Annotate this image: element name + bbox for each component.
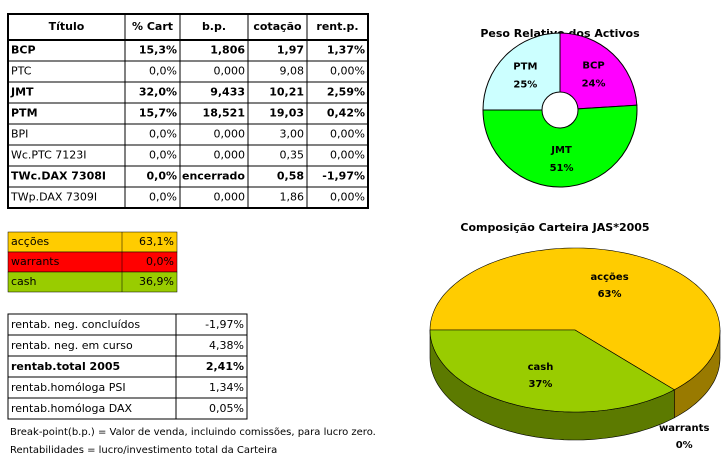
slice-label: BCP: [582, 60, 604, 71]
returns-cell: 0,05%: [209, 402, 244, 415]
table-cell: PTC: [11, 65, 32, 78]
returns-cell: -1,97%: [205, 318, 244, 331]
allocation-row: [7, 271, 178, 293]
table-frame: [7, 13, 369, 209]
header-cell: cotação: [253, 20, 302, 33]
table-cell: 0,000: [214, 191, 246, 204]
allocation-cell: cash: [11, 275, 37, 288]
slice-label: JMT: [550, 145, 572, 156]
table-cell: Wc.PTC 7123I: [11, 149, 87, 162]
table-cell: BCP: [11, 44, 36, 57]
slice-value: 25%: [513, 79, 537, 90]
returns-cell: rentab.homóloga DAX: [11, 402, 133, 415]
returns-cell: 2,41%: [206, 360, 244, 373]
allocation-cell: warrants: [11, 255, 60, 268]
table-cell: 0,00%: [330, 149, 365, 162]
returns-frame: [7, 313, 248, 420]
donut-slice: [482, 104, 638, 188]
header-cell: Título: [49, 20, 85, 33]
slice-value: 24%: [582, 78, 606, 89]
table-cell: 0,00%: [330, 191, 365, 204]
returns-cell: rentab. neg. em curso: [11, 339, 133, 352]
table-cell: 32,0%: [139, 86, 177, 99]
slice-label: cash: [528, 362, 554, 373]
table-cell: 0,0%: [149, 65, 177, 78]
returns-cell: 4,38%: [209, 339, 244, 352]
table-cell: -1,97%: [322, 170, 365, 183]
slice-value: 51%: [550, 163, 574, 174]
chart-title: Composição Carteira JAS*2005: [460, 221, 649, 234]
table-cell: 0,0%: [149, 128, 177, 141]
table-cell: 0,0%: [149, 149, 177, 162]
header-cell: b.p.: [202, 20, 226, 33]
returns-cell: rentab.total 2005: [11, 360, 120, 373]
table-cell: JMT: [10, 86, 34, 99]
table-cell: 0,0%: [146, 170, 177, 183]
table-cell: 15,7%: [139, 107, 177, 120]
slice-value: 0%: [676, 440, 693, 451]
table-cell: 2,59%: [327, 86, 365, 99]
table-cell: 0,000: [214, 128, 246, 141]
pie-slice: [429, 329, 675, 413]
table-cell: 1,806: [210, 44, 245, 57]
allocation-cell: 36,9%: [139, 275, 174, 288]
slice-value: 63%: [598, 289, 622, 300]
table-cell: 0,42%: [327, 107, 365, 120]
table-cell: 0,000: [214, 65, 246, 78]
table-cell: 0,0%: [149, 191, 177, 204]
table-cell: TWp.DAX 7309I: [10, 191, 97, 204]
table-cell: 18,521: [203, 107, 245, 120]
table-cell: BPI: [11, 128, 28, 141]
returns-cell: rentab. neg. concluídos: [11, 318, 140, 331]
table-cell: 10,21: [269, 86, 304, 99]
table-cell: 1,37%: [327, 44, 365, 57]
table-cell: encerrado: [182, 170, 245, 183]
allocation-cell: 63,1%: [139, 235, 174, 248]
table-cell: TWc.DAX 7308I: [11, 170, 106, 183]
table-cell: 1,97: [277, 44, 304, 57]
slice-label: warrants: [659, 423, 709, 434]
returns-cell: 1,34%: [209, 381, 244, 394]
returns-cell: rentab.homóloga PSI: [11, 381, 126, 394]
table-cell: 1,86: [280, 191, 305, 204]
table-cell: 0,000: [214, 149, 246, 162]
table-cell: 9,433: [210, 86, 245, 99]
table-cell: 15,3%: [139, 44, 177, 57]
allocation-cell: acções: [11, 235, 49, 248]
donut-slice: [559, 32, 638, 110]
allocation-cell: 0,0%: [146, 255, 174, 268]
header-cell: % Cart: [132, 20, 173, 33]
slice-label: acções: [590, 272, 628, 283]
slice-value: 37%: [528, 379, 552, 390]
slice-label: PTM: [513, 61, 537, 72]
note: Rentabilidades = lucro/investimento tota…: [10, 445, 277, 456]
note: Break-point(b.p.) = Valor de venda, incl…: [10, 427, 376, 438]
table-cell: 0,00%: [330, 128, 365, 141]
table-cell: 0,35: [280, 149, 305, 162]
donut-slice: [482, 32, 561, 111]
table-cell: 3,00: [280, 128, 305, 141]
table-cell: 0,00%: [330, 65, 365, 78]
pie-slice: [429, 247, 721, 391]
table-cell: 0,58: [277, 170, 304, 183]
table-cell: 9,08: [280, 65, 305, 78]
table-cell: PTM: [11, 107, 38, 120]
table-cell: 19,03: [269, 107, 304, 120]
header-cell: rent.p.: [316, 20, 358, 33]
